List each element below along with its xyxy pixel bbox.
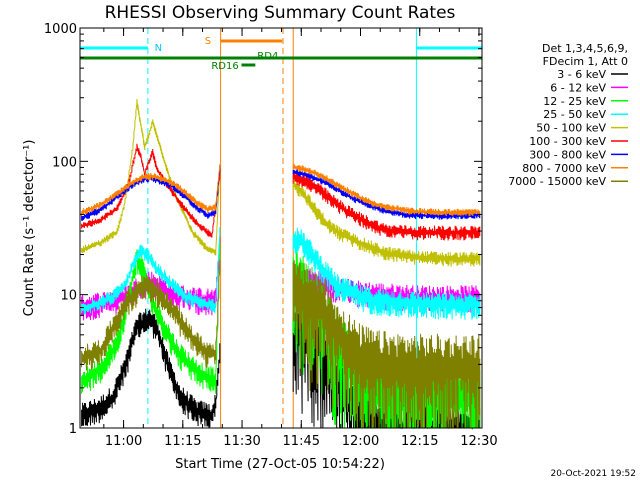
series-6-before-line bbox=[81, 165, 221, 221]
legend-label-5: 100 - 300 keV bbox=[529, 135, 606, 148]
series-5 bbox=[81, 143, 481, 241]
series-lines bbox=[81, 98, 481, 430]
series-8 bbox=[81, 259, 481, 429]
plot-frame bbox=[79, 27, 483, 429]
series-4-before-line bbox=[81, 98, 221, 256]
series-7 bbox=[81, 164, 481, 217]
legend-header-line-1: Det 1,3,4,5,6,9, bbox=[542, 42, 628, 55]
legend-label-7: 800 - 7000 keV bbox=[522, 162, 606, 175]
x-tick-label-0: 11:00 bbox=[105, 434, 142, 449]
legend-label-0: 3 - 6 keV bbox=[557, 68, 606, 81]
legend-header-line-2: FDecim 1, Att 0 bbox=[543, 55, 628, 68]
status-bars: N S RD4 RD16 bbox=[80, 36, 482, 72]
x-tick-label-3: 11:45 bbox=[283, 434, 320, 449]
series-3-before-line bbox=[81, 227, 221, 315]
axis-ticks: 11:00 11:15 11:30 11:45 12:00 12:15 12:30 1 10 10… bbox=[44, 22, 498, 449]
legend-label-6: 300 - 800 keV bbox=[529, 148, 606, 161]
legend-label-2: 12 - 25 keV bbox=[543, 95, 606, 108]
x-axis-label: Start Time (27-Oct-05 10:54:22) bbox=[175, 457, 385, 472]
y-tick-label-1: 10 bbox=[60, 289, 77, 304]
series-0-before-line bbox=[81, 308, 221, 428]
legend: Det 1,3,4,5,6,9, FDecim 1, Att 0 3 - 6 k… bbox=[508, 42, 628, 188]
series-4-after-line bbox=[292, 178, 481, 267]
x-tick-label-4: 12:00 bbox=[342, 434, 379, 449]
status-bar-label-rd16: RD16 bbox=[211, 61, 238, 72]
y-tick-label-3: 1000 bbox=[44, 22, 77, 37]
render-timestamp: 20-Oct-2021 19:52 bbox=[551, 469, 636, 479]
y-tick-label-2: 100 bbox=[52, 155, 77, 170]
status-bar-label-n: N bbox=[155, 43, 162, 54]
y-axis-label: Count Rate (s⁻¹ detector⁻¹) bbox=[22, 140, 37, 317]
series-4 bbox=[81, 98, 481, 267]
x-tick-label-2: 11:30 bbox=[223, 434, 260, 449]
legend-label-8: 7000 - 15000 keV bbox=[508, 175, 606, 188]
y-tick-label-0: 1 bbox=[69, 422, 77, 437]
series-7-after-line bbox=[292, 164, 481, 217]
x-tick-label-1: 11:15 bbox=[164, 434, 201, 449]
legend-label-3: 25 - 50 keV bbox=[543, 108, 606, 121]
legend-label-4: 50 - 100 keV bbox=[536, 122, 606, 135]
series-8-after-line bbox=[292, 259, 481, 429]
series-1-before-line bbox=[81, 235, 221, 321]
status-bar-label-s: S bbox=[205, 36, 211, 47]
series-7-before-line bbox=[81, 164, 221, 216]
series-5-after-line bbox=[292, 171, 481, 241]
status-bar-label-rd4: RD4 bbox=[257, 51, 278, 62]
chart-title: RHESSI Observing Summary Count Rates bbox=[105, 3, 456, 23]
series-8-before-line bbox=[81, 260, 221, 371]
legend-label-1: 6 - 12 keV bbox=[550, 81, 606, 94]
series-3-after-line bbox=[292, 227, 481, 320]
x-tick-label-5: 12:15 bbox=[401, 434, 438, 449]
series-5-before-line bbox=[81, 143, 221, 238]
x-tick-label-6: 12:30 bbox=[460, 434, 497, 449]
series-3 bbox=[81, 227, 481, 320]
series-2-before-line bbox=[81, 242, 221, 394]
